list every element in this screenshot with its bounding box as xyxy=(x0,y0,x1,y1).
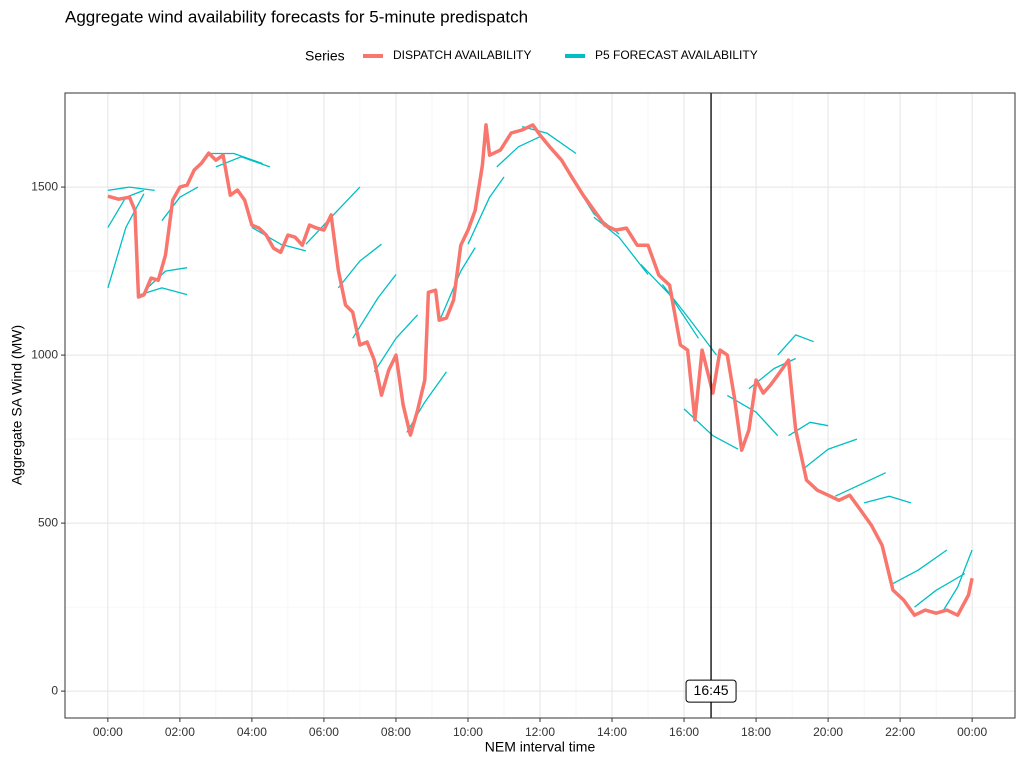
x-tick-label: 06:00 xyxy=(309,725,339,739)
x-tick-label: 02:00 xyxy=(165,725,195,739)
y-tick-label: 1000 xyxy=(31,347,58,361)
x-tick-label: 20:00 xyxy=(813,725,843,739)
x-tick-label: 10:00 xyxy=(453,725,483,739)
annotation-box xyxy=(685,679,737,703)
x-tick-label: 04:00 xyxy=(237,725,267,739)
x-tick-label: 12:00 xyxy=(525,725,555,739)
x-tick-label: 22:00 xyxy=(885,725,915,739)
y-tick-label: 0 xyxy=(51,683,58,697)
annotation-label: 16:45 xyxy=(694,682,729,698)
x-tick-label: 14:00 xyxy=(597,725,627,739)
x-axis-label: NEM interval time xyxy=(485,739,596,755)
series-line xyxy=(107,125,973,611)
plot-border xyxy=(64,92,1016,719)
y-axis-label: Aggregate SA Wind (MW) xyxy=(9,325,25,485)
chart-title: Aggregate wind availability forecasts fo… xyxy=(65,7,528,26)
x-tick-label: 00:00 xyxy=(957,725,987,739)
y-tick-label: 1500 xyxy=(31,179,58,193)
x-tick-label: 18:00 xyxy=(741,725,771,739)
x-tick-label: 16:00 xyxy=(669,725,699,739)
x-tick-label: 08:00 xyxy=(381,725,411,739)
y-tick-label: 500 xyxy=(38,515,58,529)
x-tick-label: 00:00 xyxy=(93,725,123,739)
legend-title: Series xyxy=(305,48,345,64)
series-line xyxy=(107,123,974,617)
legend-label: DISPATCH AVAILABILITY xyxy=(393,48,532,62)
legend-label: P5 FORECAST AVAILABILITY xyxy=(595,48,758,62)
